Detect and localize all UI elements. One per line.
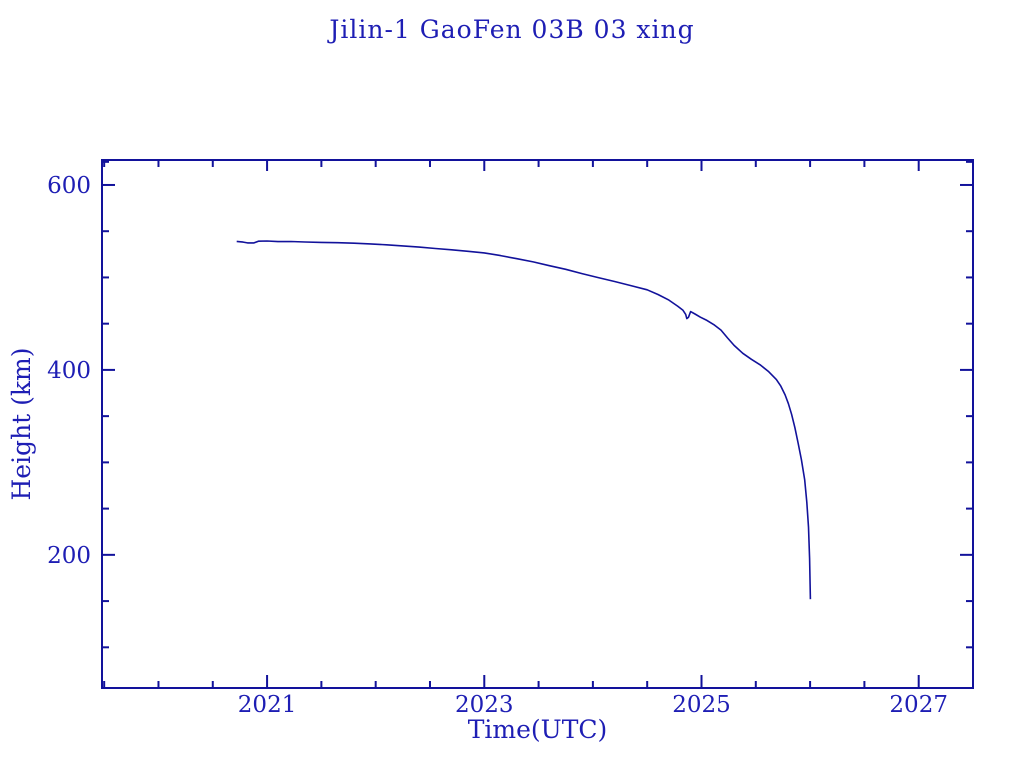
chart-title: Jilin-1 GaoFen 03B 03 xing [329, 15, 695, 44]
y-tick-label: 400 [47, 358, 91, 384]
y-tick-label: 200 [47, 543, 91, 569]
x-tick-label: 2027 [889, 692, 948, 718]
x-tick-label: 2023 [455, 692, 514, 718]
plot-frame [101, 159, 974, 689]
x-tick-label: 2021 [238, 692, 297, 718]
y-tick-label: 600 [47, 173, 91, 199]
x-axis-label: Time(UTC) [467, 715, 608, 744]
height-curve [236, 240, 812, 600]
x-tick-label: 2025 [672, 692, 731, 718]
